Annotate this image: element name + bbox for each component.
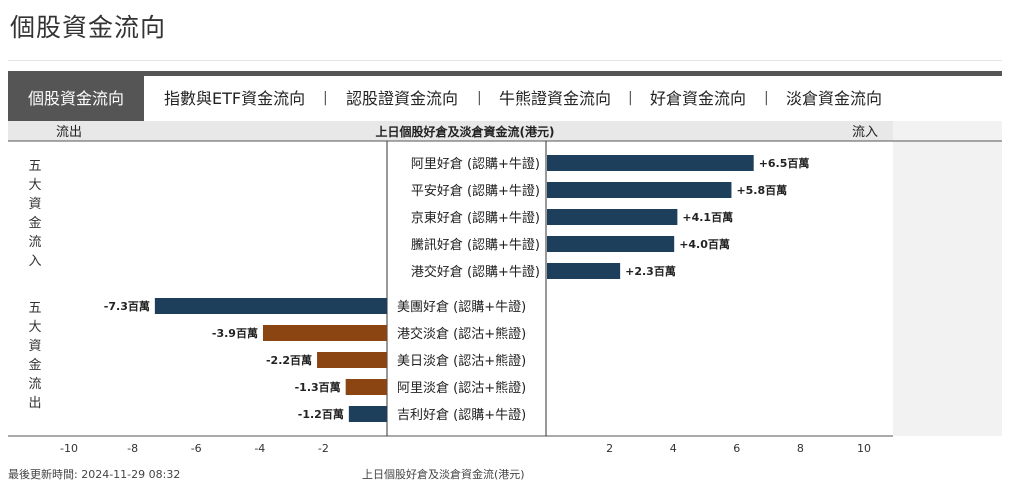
footer-caption: 上日個股好倉及淡倉資金流(港元) bbox=[362, 468, 525, 481]
outflow-value-label: -7.3百萬 bbox=[104, 299, 150, 313]
inflow-value-label: +2.3百萬 bbox=[625, 264, 676, 278]
outflow-bar-label: 美團好倉 (認購+牛證) bbox=[397, 299, 526, 315]
outflow-value-label: -2.2百萬 bbox=[266, 353, 312, 367]
outflow-value-label: -1.3百萬 bbox=[295, 380, 341, 394]
tab-separator: | bbox=[764, 90, 769, 106]
chart-header-band bbox=[8, 121, 1002, 141]
page-title: 個股資金流向 bbox=[10, 13, 167, 42]
chart-title: 上日個股好倉及淡倉資金流(港元) bbox=[376, 124, 555, 139]
outflow-value-label: -3.9百萬 bbox=[212, 326, 258, 340]
outflow-bar-label: 美日淡倉 (認沽+熊證) bbox=[397, 353, 526, 369]
tab-index-etf-fund-flow[interactable]: 指數與ETF資金流向 bbox=[164, 89, 306, 108]
inflow-bar bbox=[547, 263, 621, 279]
tab-separator: | bbox=[628, 90, 633, 106]
tab-separator: | bbox=[323, 90, 328, 106]
tab-short-fund-flow[interactable]: 淡倉資金流向 bbox=[786, 89, 883, 108]
last-updated-time: 最後更新時間: 2024-11-29 08:32 bbox=[8, 468, 181, 481]
x-tick-label: 10 bbox=[857, 442, 871, 455]
x-tick-label: 2 bbox=[606, 442, 613, 455]
outflow-bar bbox=[345, 379, 387, 395]
outflow-group-label: 五大資金流出 bbox=[28, 301, 41, 411]
tab-bar-top-border bbox=[8, 71, 1002, 76]
inflow-header: 流入 bbox=[852, 125, 878, 140]
inflow-bar-label: 騰訊好倉 (認購+牛證) bbox=[411, 237, 540, 253]
inflow-bar bbox=[547, 182, 732, 198]
outflow-header: 流出 bbox=[56, 125, 82, 140]
outflow-bar bbox=[154, 298, 387, 314]
x-tick-label: -8 bbox=[127, 442, 138, 455]
outflow-bar-label: 阿里淡倉 (認沽+熊證) bbox=[397, 380, 526, 396]
inflow-bar bbox=[547, 209, 678, 225]
outflow-value-label: -1.2百萬 bbox=[298, 407, 344, 421]
inflow-value-label: +6.5百萬 bbox=[759, 156, 810, 170]
tab-stock-fund-flow[interactable]: 個股資金流向 bbox=[8, 76, 144, 121]
inflow-bar-label: 阿里好倉 (認購+牛證) bbox=[411, 156, 540, 172]
title-divider bbox=[8, 60, 1002, 61]
inflow-value-label: +4.0百萬 bbox=[679, 237, 730, 251]
inflow-bar bbox=[547, 236, 675, 252]
tab-long-fund-flow[interactable]: 好倉資金流向 bbox=[650, 89, 747, 108]
inflow-bar-label: 京東好倉 (認購+牛證) bbox=[411, 210, 540, 226]
x-tick-label: 8 bbox=[797, 442, 804, 455]
inflow-value-label: +4.1百萬 bbox=[682, 210, 733, 224]
inflow-group-label: 五大資金流入 bbox=[28, 159, 41, 269]
tab-separator: | bbox=[477, 90, 482, 106]
x-tick-label: -2 bbox=[318, 442, 329, 455]
x-tick-label: -6 bbox=[191, 442, 202, 455]
x-tick-label: 4 bbox=[670, 442, 677, 455]
outflow-bar-label: 港交淡倉 (認沽+熊證) bbox=[397, 326, 526, 342]
inflow-value-label: +5.8百萬 bbox=[736, 183, 787, 197]
tab-bar: 個股資金流向 指數與ETF資金流向 | 認股證資金流向 | 牛熊證資金流向 | … bbox=[8, 76, 1002, 121]
outflow-bar bbox=[262, 325, 387, 341]
x-tick-label: -4 bbox=[254, 442, 265, 455]
x-tick-label: 6 bbox=[733, 442, 740, 455]
inflow-bar bbox=[547, 155, 754, 171]
inflow-bar-label: 港交好倉 (認購+牛證) bbox=[411, 264, 540, 280]
tab-cbbc-fund-flow[interactable]: 牛熊證資金流向 bbox=[499, 89, 612, 108]
outflow-bar-label: 吉利好倉 (認購+牛證) bbox=[397, 407, 526, 423]
chart-right-margin bbox=[893, 121, 1002, 436]
outflow-bar bbox=[348, 406, 387, 422]
outflow-bar bbox=[317, 352, 387, 368]
x-tick-label: -10 bbox=[60, 442, 78, 455]
inflow-bar-label: 平安好倉 (認購+牛證) bbox=[411, 183, 540, 199]
tab-warrant-fund-flow[interactable]: 認股證資金流向 bbox=[346, 89, 459, 108]
